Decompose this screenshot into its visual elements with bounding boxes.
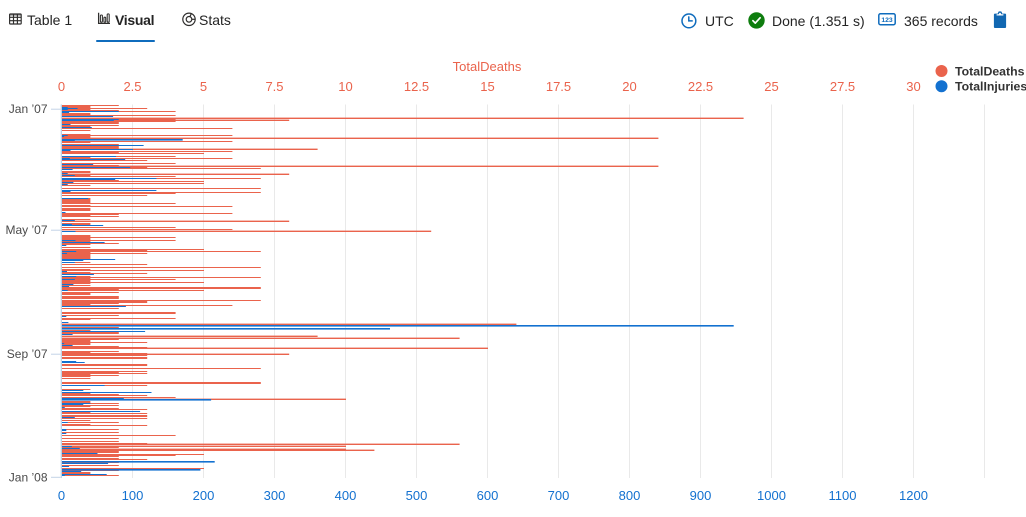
svg-text:25: 25	[764, 79, 778, 94]
svg-text:200: 200	[193, 488, 215, 503]
svg-text:TotalDeaths: TotalDeaths	[955, 65, 1025, 79]
svg-text:123: 123	[881, 17, 893, 24]
svg-text:17.5: 17.5	[546, 79, 571, 94]
svg-text:22.5: 22.5	[688, 79, 713, 94]
svg-text:Jan ’07: Jan ’07	[9, 102, 48, 116]
svg-text:TotalInjuries: TotalInjuries	[955, 80, 1026, 94]
svg-text:May ’07: May ’07	[5, 223, 47, 237]
svg-text:12.5: 12.5	[404, 79, 429, 94]
svg-text:800: 800	[619, 488, 641, 503]
svg-text:400: 400	[335, 488, 357, 503]
svg-text:0: 0	[58, 488, 65, 503]
svg-text:500: 500	[406, 488, 428, 503]
svg-text:27.5: 27.5	[830, 79, 855, 94]
svg-text:7.5: 7.5	[265, 79, 283, 94]
svg-text:30: 30	[906, 79, 920, 94]
svg-text:20: 20	[622, 79, 636, 94]
svg-text:TotalDeaths: TotalDeaths	[453, 59, 522, 74]
svg-text:1200: 1200	[899, 488, 928, 503]
svg-text:700: 700	[548, 488, 570, 503]
svg-text:1000: 1000	[757, 488, 786, 503]
svg-text:10: 10	[338, 79, 352, 94]
svg-text:900: 900	[690, 488, 712, 503]
svg-text:300: 300	[264, 488, 286, 503]
svg-text:15: 15	[480, 79, 494, 94]
svg-text:0: 0	[58, 79, 65, 94]
svg-text:5: 5	[200, 79, 207, 94]
svg-text:2.5: 2.5	[123, 79, 141, 94]
svg-text:600: 600	[477, 488, 499, 503]
svg-text:100: 100	[122, 488, 144, 503]
svg-text:Sep ’07: Sep ’07	[7, 347, 48, 361]
svg-text:Jan ’08: Jan ’08	[9, 470, 48, 484]
svg-text:1100: 1100	[829, 488, 857, 503]
